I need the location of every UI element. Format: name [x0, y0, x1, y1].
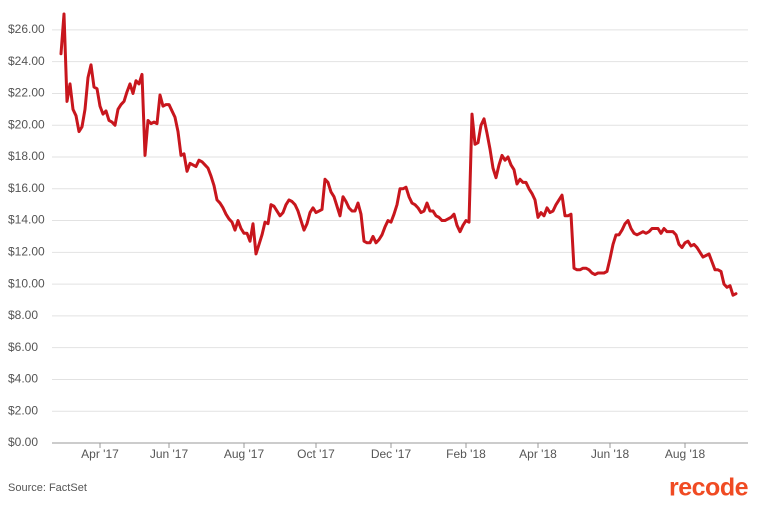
y-tick-label: $4.00	[8, 372, 38, 386]
y-tick-label: $10.00	[8, 276, 45, 290]
x-tick-label: Apr '17	[81, 447, 119, 461]
x-tick-label: Jun '18	[591, 447, 630, 461]
x-tick-label: Apr '18	[519, 447, 557, 461]
y-tick-label: $0.00	[8, 435, 38, 449]
x-tick-label: Dec '17	[371, 447, 412, 461]
brand-logo: recode	[669, 474, 749, 502]
price-line	[59, 12, 738, 297]
y-tick-label: $8.00	[8, 308, 38, 322]
source-note: Source: FactSet	[8, 482, 87, 494]
x-tick-label: Feb '18	[446, 447, 486, 461]
x-tick-label: Aug '18	[665, 447, 706, 461]
y-tick-label: $6.00	[8, 340, 38, 354]
y-tick-label: $12.00	[8, 245, 45, 259]
y-tick-label: $18.00	[8, 149, 45, 163]
y-tick-label: $2.00	[8, 403, 38, 417]
y-tick-label: $26.00	[8, 22, 45, 36]
y-tick-label: $20.00	[8, 117, 45, 131]
y-tick-label: $16.00	[8, 181, 45, 195]
y-tick-label: $14.00	[8, 213, 45, 227]
y-tick-label: $22.00	[8, 86, 45, 100]
y-tick-label: $24.00	[8, 54, 45, 68]
x-tick-label: Oct '17	[297, 447, 335, 461]
x-tick-label: Jun '17	[150, 447, 189, 461]
x-tick-label: Aug '17	[224, 447, 265, 461]
